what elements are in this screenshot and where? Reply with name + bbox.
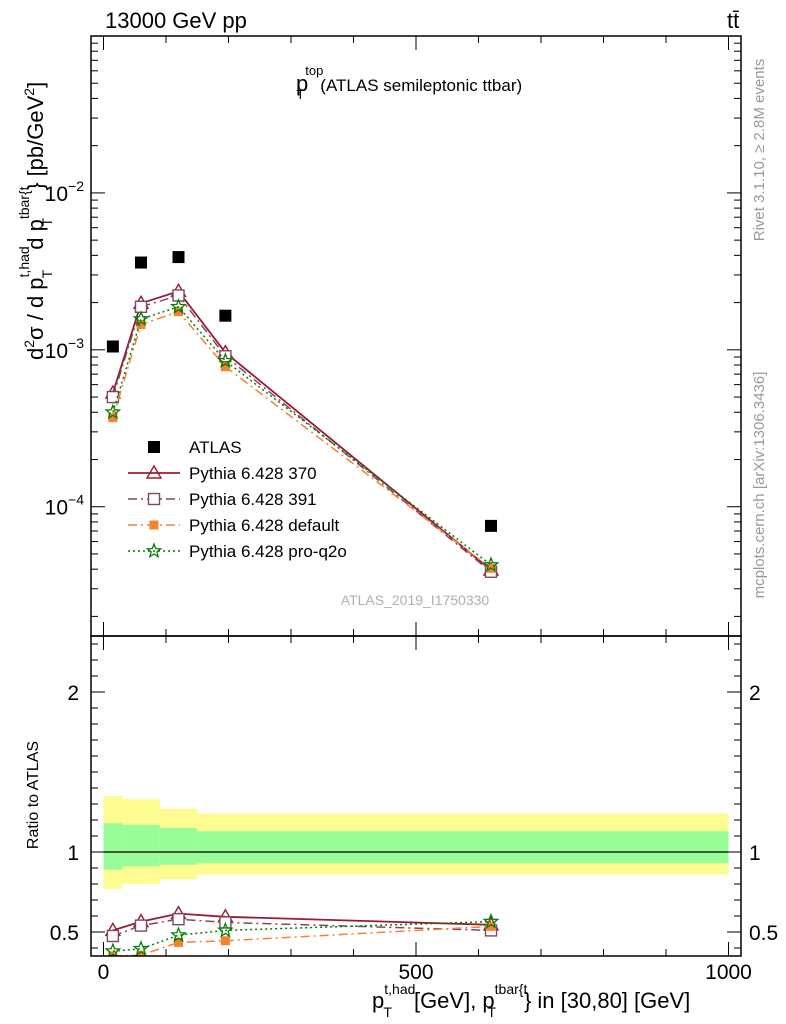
ratio-point: [216, 921, 234, 938]
legend-label: Pythia 6.428 default: [189, 516, 340, 535]
ratio-point: [134, 919, 148, 932]
y-tick-label-right: 2: [749, 682, 761, 705]
ratio-panel: 0 500 1000 0.5 0.5 1 1 2 2 Ratio to ATLAS: [25, 635, 778, 984]
y-tick-label-right: 0.5: [749, 922, 778, 945]
main-panel: 10−410−310−2 ptop T (ATLAS semileptonic tt…: [16, 35, 742, 637]
collision-label: 13000 GeV pp: [105, 8, 247, 33]
ratio-series-group: [104, 905, 500, 956]
x-tick-label: 500: [398, 961, 433, 984]
main-y-axis-title: d2σ / d pt,had Td ptbar{tT} [pb/GeV2]: [16, 82, 55, 360]
series-pythia-6-428-391: [106, 289, 498, 578]
process-label: tt̄: [727, 8, 739, 33]
data-point: [482, 556, 500, 573]
legend-marker: [147, 492, 161, 506]
uncertainty-band-inner: [122, 824, 160, 867]
ratio-point: [174, 937, 183, 947]
uncertainty-band-inner: [159, 828, 198, 865]
ratio-plot-area: [103, 796, 729, 956]
legend-marker: [149, 520, 159, 530]
data-point: [135, 256, 147, 269]
y-tick-label-right: 1: [749, 842, 761, 865]
legend-label: ATLAS: [189, 438, 242, 457]
x-tick-label: 0: [98, 961, 110, 984]
uncertainty-band-inner: [103, 823, 123, 870]
series-pythia-6-428-pro-q2o: [104, 298, 500, 573]
y-tick-exponent: −2: [68, 178, 84, 194]
ratio-y-axis-title: Ratio to ATLAS: [25, 741, 42, 849]
ratio-axis-ticks: 0 500 1000 0.5 0.5 1 1 2 2: [50, 636, 778, 984]
legend-marker: [145, 542, 163, 559]
ratio-point: [132, 940, 150, 956]
data-point: [108, 413, 118, 423]
ratio-frame: [90, 635, 742, 957]
y-tick-label-left: 0.5: [50, 922, 79, 945]
series-line-pythia-6-428-pro-q2o: [112, 305, 492, 566]
data-point: [170, 298, 187, 314]
y-tick-base: 10: [45, 340, 68, 363]
legend-entry-pythia-6-428-pro-q2o: Pythia 6.428 pro-q2o: [128, 542, 347, 561]
y-tick-exponent: −3: [68, 335, 84, 351]
ratio-point: [106, 929, 120, 943]
ratio-series-pythia-6-428-370: [104, 905, 500, 937]
legend-label: Pythia 6.428 391: [189, 490, 317, 509]
main-axis-ticks: 10−410−310−2: [45, 35, 741, 636]
main-plot-area: [104, 251, 500, 578]
series-atlas: [106, 251, 497, 532]
ratio-point: [104, 942, 122, 956]
data-point: [219, 309, 232, 322]
data-point: [132, 310, 150, 327]
ratio-point: [136, 950, 146, 956]
y-tick-base: 10: [45, 497, 68, 520]
ratio-point: [486, 921, 496, 931]
data-point: [219, 350, 232, 363]
legend-entry-pythia-6-428-default: Pythia 6.428 default: [128, 516, 340, 535]
ratio-line-pythia-6-428-391: [112, 918, 492, 937]
x-axis-title: pt,had T [GeV], ptbar{t T} in [30,80] [GeV]: [372, 981, 690, 1020]
analysis-watermark: ATLAS_2019_I1750330: [341, 592, 490, 608]
data-point: [104, 403, 122, 420]
legend: ATLAS Pythia 6.428 370 Pythia 6.428 391 Pyt…: [128, 438, 347, 561]
y-tick-base: 10: [45, 183, 68, 206]
y-tick-label-left: 1: [67, 842, 79, 865]
ratio-line-pythia-6-428-default: [112, 925, 492, 956]
data-point: [172, 251, 185, 264]
legend-entry-pythia-6-428-370: Pythia 6.428 370: [128, 464, 317, 483]
ratio-series-pythia-6-428-pro-q2o: [104, 912, 500, 956]
plot-title: ptop T (ATLAS semileptonic ttbar): [296, 63, 522, 102]
ratio-point: [482, 912, 500, 929]
legend-label: Pythia 6.428 pro-q2o: [189, 542, 347, 561]
ratio-point: [220, 936, 230, 946]
data-point: [485, 519, 497, 532]
y-tick-label-left: 2: [67, 682, 79, 705]
legend-entry-atlas: ATLAS: [148, 438, 242, 457]
data-point: [106, 340, 119, 353]
x-tick-label: 1000: [705, 961, 752, 984]
y-tick-exponent: −4: [68, 492, 84, 508]
mcplots-label: mcplots.cern.ch [arXiv:1306.3436]: [751, 372, 768, 599]
ratio-point: [170, 926, 187, 943]
rivet-version-label: Rivet 3.1.10, ≥ 2.8M events: [751, 59, 768, 242]
uncertainty-band-inner: [197, 831, 729, 864]
y-tick-label: 10−3: [45, 335, 85, 363]
legend-marker: [145, 464, 163, 479]
data-point: [136, 319, 146, 329]
y-tick-label: 10−4: [45, 492, 85, 520]
legend-entry-pythia-6-428-391: Pythia 6.428 391: [128, 490, 317, 509]
data-point: [216, 352, 234, 369]
legend-label: Pythia 6.428 370: [189, 464, 317, 483]
data-point: [174, 307, 183, 317]
data-point: [220, 362, 230, 372]
ratio-point: [172, 913, 185, 926]
y-tick-label: 10−2: [45, 178, 85, 206]
legend-marker: [148, 441, 160, 453]
